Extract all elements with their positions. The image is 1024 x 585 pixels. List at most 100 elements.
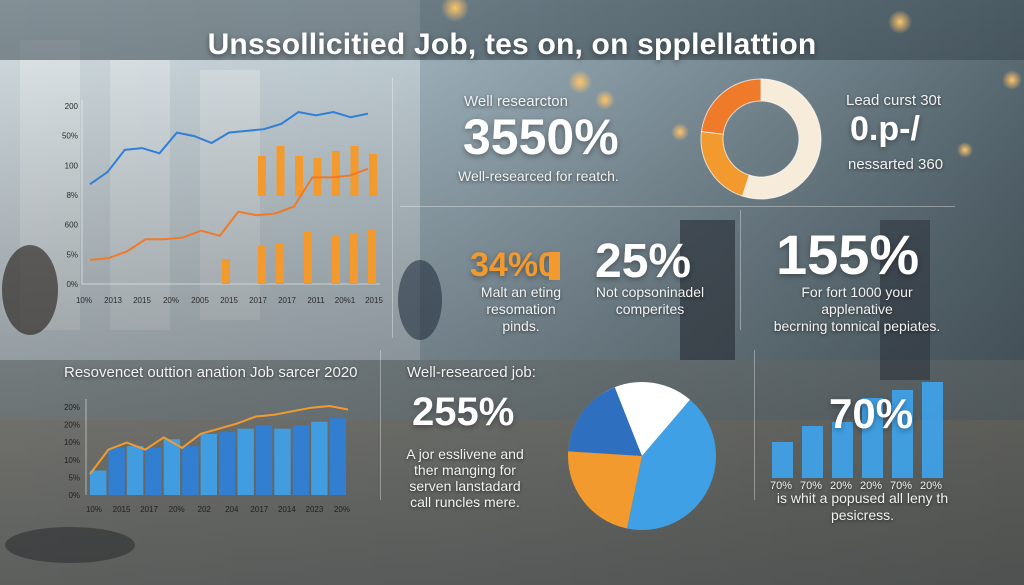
divider	[392, 78, 393, 338]
bar	[329, 418, 346, 495]
x-tick-label: 70%	[800, 480, 823, 492]
bar	[772, 442, 793, 478]
pie-slice	[568, 387, 642, 456]
stat-caption: Well-researced for reatch.	[458, 168, 619, 184]
bar	[237, 428, 254, 495]
y-tick-label: 50%	[62, 132, 78, 141]
x-tick-label: 2017	[250, 505, 268, 514]
bar-upper	[258, 156, 266, 196]
x-tick-label: 2017	[278, 296, 296, 305]
series-line	[89, 167, 369, 261]
y-tick-label: 5%	[68, 473, 80, 482]
divider	[400, 206, 955, 207]
x-tick-label: 70%	[890, 480, 913, 492]
y-tick-label: 8%	[66, 191, 78, 200]
donut-slice	[700, 78, 762, 135]
pie-slice	[603, 382, 691, 456]
x-tick-label: 10%	[86, 505, 102, 514]
stat-value: 155%	[776, 223, 920, 286]
x-tick-label: 2023	[306, 505, 324, 514]
x-tick-label: 20%1	[335, 296, 356, 305]
bar	[802, 426, 823, 478]
x-tick-label: 2015	[220, 296, 238, 305]
divider	[740, 210, 741, 330]
bar-upper	[350, 146, 359, 196]
stat-value: 70%	[829, 390, 914, 437]
bar	[274, 428, 291, 495]
bar	[90, 470, 107, 495]
bar	[219, 432, 236, 495]
y-tick-label: 100	[65, 161, 79, 170]
bar	[182, 446, 199, 495]
bar	[862, 398, 883, 478]
stat-value: 25%	[595, 235, 692, 288]
bar	[922, 382, 943, 478]
bar	[145, 447, 162, 495]
y-tick-label: 200	[65, 102, 79, 111]
bar	[832, 422, 853, 478]
stat-bar-icon	[549, 252, 560, 280]
stat-value: 3550%	[463, 109, 619, 165]
divider	[754, 350, 755, 500]
bar-chart	[772, 382, 943, 478]
side-value: 0.p-/	[850, 110, 920, 148]
bar-lower	[368, 229, 376, 284]
y-tick-label: 10%	[64, 456, 80, 465]
x-tick-label: 20%	[334, 505, 350, 514]
y-tick-label: 0%	[66, 280, 78, 289]
donut-slice	[700, 130, 750, 197]
bar-upper	[295, 156, 303, 196]
stat-value: 255%	[412, 390, 515, 434]
pie-chart	[568, 382, 716, 530]
bar-lower	[332, 236, 340, 284]
page-title: Unssollicitied Job, tes on, on spplellat…	[207, 28, 817, 61]
x-tick-label: 2015	[113, 505, 131, 514]
donut-slice	[741, 78, 822, 200]
x-tick-label: 2011	[307, 296, 325, 305]
y-tick-label: 10%	[64, 438, 80, 447]
y-tick-label: 20%	[64, 421, 80, 430]
bar	[292, 425, 310, 495]
pie-slice	[627, 399, 716, 530]
x-tick-label: 2013	[104, 296, 122, 305]
stat-caption: Not copsoninadel comperites	[595, 284, 705, 317]
stat-label: Well researcton	[464, 93, 568, 110]
bar-trend-chart: 20% 20% 10% 10% 5% 0% 10% 2015 2017 20% 202 204 2017…	[64, 399, 350, 514]
stat-caption: For fort 1000 your applenative becrning t…	[773, 284, 941, 334]
x-tick-label: 20%	[830, 480, 853, 492]
y-tick-label: 0%	[68, 491, 80, 500]
x-tick-label: 70%	[770, 480, 793, 492]
divider	[380, 350, 381, 500]
bar	[126, 446, 144, 495]
bar	[892, 390, 913, 478]
x-tick-label: 2017	[249, 296, 267, 305]
donut-chart	[700, 78, 822, 200]
bar	[108, 447, 125, 495]
bar	[255, 425, 273, 495]
x-tick-label: 10%	[76, 296, 92, 305]
x-tick-label: 20%	[920, 480, 943, 492]
side-label: Lead curst 30t	[846, 92, 942, 109]
x-tick-label: 20%	[169, 505, 185, 514]
x-tick-label: 202	[198, 505, 212, 514]
bar	[200, 433, 217, 495]
bar-lower	[258, 246, 266, 284]
panel-label: Resovencet outtion anation Job sarcer 20…	[64, 364, 358, 381]
x-tick-label: 2005	[191, 296, 209, 305]
stat-caption: A jor esslivene and ther manging for ser…	[406, 446, 524, 510]
stat-caption: Malt an eting resomation pinds.	[480, 284, 562, 334]
stat-value: 34%0	[470, 246, 557, 284]
bar-lower	[276, 244, 284, 284]
trend-line	[89, 404, 349, 475]
line-bar-chart: 200 50% 100 8% 600 5% 0% 10% 2013 2015 20% 2005 2015…	[62, 100, 383, 305]
y-tick-label: 600	[65, 221, 79, 230]
bar	[311, 421, 328, 495]
bar-lower	[350, 234, 358, 284]
bar-upper	[369, 154, 377, 196]
bar-lower	[304, 232, 312, 284]
bar-upper	[276, 146, 285, 196]
x-tick-label: 2015	[365, 296, 383, 305]
y-tick-label: 20%	[64, 403, 80, 412]
bar-lower	[222, 259, 230, 284]
x-tick-label: 2014	[278, 505, 296, 514]
